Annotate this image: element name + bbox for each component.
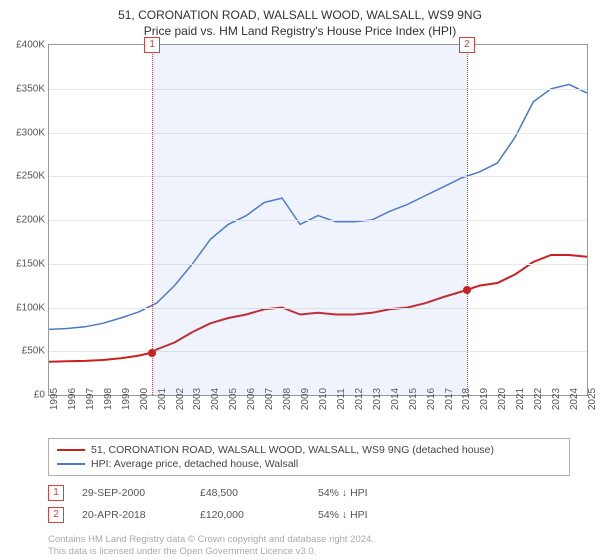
event-row: 1 29-SEP-2000 £48,500 54% ↓ HPI [48,482,570,504]
x-axis-label: 2020 [497,388,508,410]
marker-badge: 2 [459,37,475,53]
marker-badge: 1 [144,37,160,53]
chart-subtitle: Price paid vs. HM Land Registry's House … [0,22,600,44]
event-badge: 2 [48,507,64,523]
event-date: 29-SEP-2000 [82,487,182,499]
footer-line: Contains HM Land Registry data © Crown c… [48,534,570,546]
legend-swatch [57,449,85,451]
event-row: 2 20-APR-2018 £120,000 54% ↓ HPI [48,504,570,526]
legend-label: HPI: Average price, detached house, Wals… [91,458,298,470]
footer: Contains HM Land Registry data © Crown c… [48,534,570,559]
event-date: 20-APR-2018 [82,509,182,521]
y-axis-label: £200K [16,215,45,226]
x-axis-label: 2022 [533,388,544,410]
legend-item: 51, CORONATION ROAD, WALSALL WOOD, WALSA… [57,443,561,457]
marker-dot [463,286,471,294]
marker-line [467,45,468,395]
marker-line [152,45,153,395]
legend-swatch [57,463,85,465]
x-axis-label: 1997 [85,388,96,410]
event-price: £48,500 [200,487,300,499]
chart-container: 51, CORONATION ROAD, WALSALL WOOD, WALSA… [0,0,600,560]
x-axis-label: 1995 [49,388,60,410]
event-pct: 54% ↓ HPI [318,487,418,499]
x-axis-label: 2024 [569,388,580,410]
legend: 51, CORONATION ROAD, WALSALL WOOD, WALSA… [48,438,570,476]
y-axis-label: £400K [16,40,45,51]
shade-region [152,45,467,395]
event-pct: 54% ↓ HPI [318,509,418,521]
x-axis-label: 2025 [587,388,598,410]
event-table: 1 29-SEP-2000 £48,500 54% ↓ HPI 2 20-APR-2018… [48,482,570,526]
y-axis-label: £0 [34,390,45,401]
y-axis-label: £150K [16,258,45,269]
x-axis-label: 2000 [139,388,150,410]
x-axis-label: 2023 [551,388,562,410]
y-axis-label: £250K [16,171,45,182]
x-axis-label: 1998 [103,388,114,410]
marker-dot [148,349,156,357]
x-axis-label: 1996 [67,388,78,410]
chart-title: 51, CORONATION ROAD, WALSALL WOOD, WALSA… [0,0,600,22]
y-axis-label: £350K [16,83,45,94]
x-axis-label: 2021 [515,388,526,410]
legend-label: 51, CORONATION ROAD, WALSALL WOOD, WALSA… [91,444,494,456]
event-badge: 1 [48,485,64,501]
y-axis-label: £300K [16,127,45,138]
legend-item: HPI: Average price, detached house, Wals… [57,457,561,471]
x-axis-label: 2019 [479,388,490,410]
event-price: £120,000 [200,509,300,521]
y-axis-label: £100K [16,302,45,313]
y-axis-label: £50K [22,346,45,357]
chart-area: £0£50K£100K£150K£200K£250K£300K£350K£400… [48,44,588,396]
x-axis-label: 1999 [121,388,132,410]
footer-line: This data is licensed under the Open Gov… [48,546,570,558]
